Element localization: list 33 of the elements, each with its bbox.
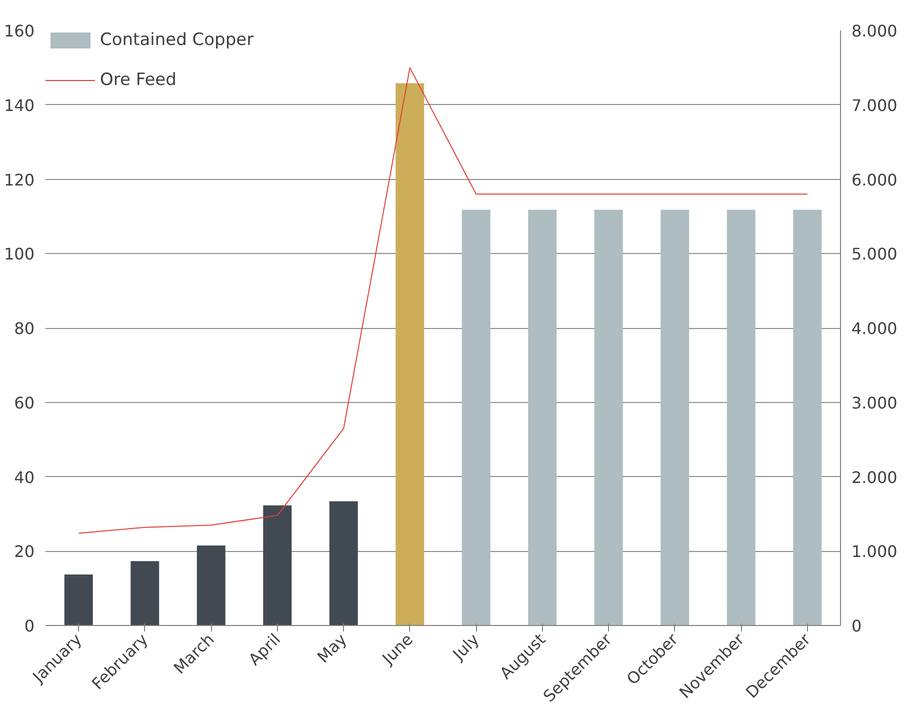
y2-tick-label: 5.000 [852, 244, 898, 264]
y2-tick-label: 4.000 [852, 319, 898, 338]
bar [660, 210, 690, 626]
y2-tick-label: 2.000 [852, 468, 898, 487]
bar [726, 210, 756, 626]
y-tick-label: 40 [14, 468, 34, 487]
bar [528, 210, 557, 626]
y-tick-label: 140 [4, 96, 35, 115]
line-series [78, 67, 808, 534]
y2-tick-label: 8.000 [852, 22, 898, 40]
y-tick-label: 60 [14, 393, 34, 412]
bar [196, 546, 226, 626]
y-tick-label: 80 [14, 319, 34, 338]
bar [793, 210, 822, 626]
legend-label: Contained Copper [100, 30, 254, 50]
bar [594, 210, 623, 626]
y2-tick-label: 6.000 [852, 170, 898, 190]
bar [462, 210, 490, 626]
bar [329, 501, 358, 626]
y2-tick-label: 0 [852, 616, 862, 636]
y-tick-label: 160 [4, 22, 35, 40]
y-tick-label: 100 [4, 244, 35, 264]
bar [396, 83, 424, 626]
y2-tick-label: 7.000 [852, 96, 898, 115]
y-tick-label: 20 [14, 542, 34, 562]
bar [263, 505, 292, 626]
y2-tick-label: 3.000 [852, 393, 898, 412]
y2-tick-label: 1.000 [852, 542, 898, 562]
bar [64, 574, 93, 626]
bar [130, 561, 160, 626]
y-tick-label: 0 [24, 616, 35, 636]
y-tick-label: 120 [4, 170, 35, 190]
legend-label: Ore Feed [100, 70, 176, 90]
